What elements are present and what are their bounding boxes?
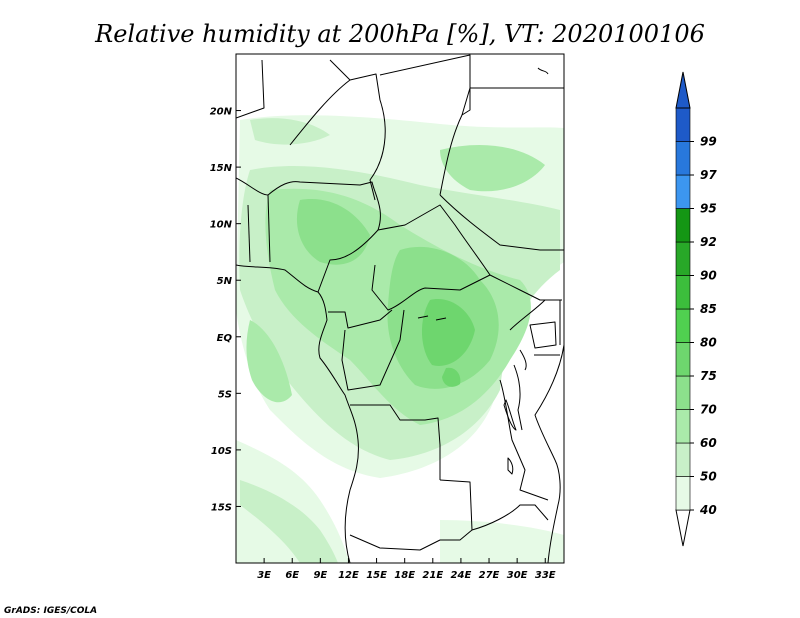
colorbar-label: 60 [700,436,717,450]
border [341,309,405,391]
colorbar-segment [675,174,691,209]
colorbar-label: 99 [700,135,717,149]
humidity-area-50 [240,480,338,563]
colorbar: 40 50 60 70 75 80 85 90 92 95 97 99 [675,71,717,547]
colorbar-label: 75 [700,369,717,383]
lon-tick-label: 15E [366,570,387,581]
figure-title: Relative humidity at 200hPa [%], VT: 202… [94,20,705,48]
lon-tick-label: 3E [257,570,271,581]
humidity-area-50 [250,118,330,145]
credit-text: GrADS: IGES/COLA [4,606,97,616]
humidity-area-60 [440,145,545,192]
border [379,54,471,196]
border [377,204,491,276]
humidity-area-75 [442,367,461,387]
colorbar-label: 85 [700,302,717,316]
border [509,299,561,345]
map-frame [235,53,565,564]
colorbar-label: 97 [700,168,717,182]
lake [435,317,447,321]
lon-tick-label: 6E [285,570,299,581]
lat-tick-label: 15S [211,502,232,513]
lon-tick-label: 21E [422,570,443,581]
humidity-area-75 [421,299,475,366]
border [349,479,473,551]
colorbar-label: 92 [700,235,717,249]
latitude-ticks: 20N 15N 10N 5N EQ 5S 10S 15S [210,107,241,513]
border [236,59,265,119]
colorbar-label: 50 [700,470,717,484]
border [247,204,251,263]
colorbar-segment [675,442,691,477]
lake [537,67,549,75]
lat-tick-label: 15N [210,163,233,174]
humidity-area-60 [246,320,292,403]
border [267,194,271,263]
colorbar-label: 70 [700,403,717,417]
border [349,73,386,201]
lake [503,399,517,431]
colorbar-segment [675,241,691,276]
border [499,379,549,501]
border [350,404,441,480]
humidity-area-70 [296,199,370,265]
border [371,264,562,311]
colorbar-over-arrow [675,71,691,109]
lat-tick-label: 10N [210,220,233,231]
border [328,309,393,329]
lat-tick-label: EQ [217,333,233,344]
longitude-ticks: 3E 6E 9E 12E 15E 18E 21E 24E 27E 30E 33E [257,558,556,581]
colorbar-label: 80 [700,336,717,350]
colorbar-segment [675,342,691,377]
lon-tick-label: 27E [479,570,500,581]
colorbar-label: 40 [699,503,717,517]
humidity-field [236,115,564,563]
colorbar-segment [675,476,691,511]
map-panel: 20N 15N 10N 5N EQ 5S 10S 15S 3E 6E 9E 12E 15E 18E 21E… [210,53,565,581]
colorbar-label: 90 [700,269,717,283]
border [513,364,523,431]
coastline [236,264,359,563]
colorbar-segment [675,308,691,343]
lat-tick-label: 20N [210,107,233,118]
lake [529,321,557,349]
lake [507,457,514,475]
colorbar-label: 95 [700,202,717,216]
border [461,87,564,116]
lon-tick-label: 9E [313,570,327,581]
lat-tick-label: 5N [217,276,233,287]
lon-tick-label: 33E [535,570,556,581]
border [289,59,351,146]
lon-tick-label: 24E [451,570,472,581]
colorbar-under-arrow [675,509,691,547]
lon-tick-label: 18E [394,570,415,581]
colorbar-segment [675,107,691,142]
colorbar-segment [675,409,691,444]
lon-tick-label: 12E [338,570,359,581]
lake [417,315,429,319]
border [317,229,379,293]
humidity-area-40 [236,440,350,563]
colorbar-segment [675,375,691,410]
lat-tick-label: 10S [211,446,232,457]
border [439,194,564,251]
lat-tick-label: 5S [218,389,232,400]
country-borders [236,54,564,563]
colorbar-segment [675,141,691,176]
colorbar-segment [675,208,691,243]
coastline-east [534,344,564,563]
colorbar-segment [675,275,691,310]
border [471,504,549,531]
lon-tick-label: 30E [507,570,528,581]
border [519,349,527,371]
border [236,177,381,231]
